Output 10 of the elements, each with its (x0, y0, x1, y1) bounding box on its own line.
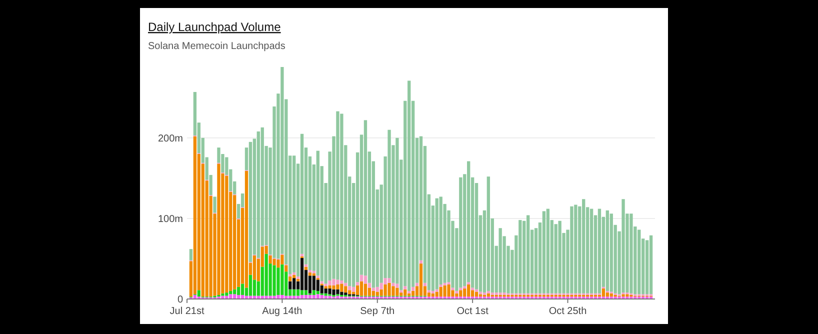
x-tick-label: Jul 21st (170, 306, 204, 317)
chart-subtitle: Solana Memecoin Launchpads (148, 41, 286, 52)
y-tick-label: 100m (158, 214, 183, 225)
x-tick-label: Oct 25th (548, 306, 587, 317)
x-tick-label: Oct 1st (456, 306, 489, 317)
y-tick-label: 0 (177, 294, 184, 306)
chart-title: Daily Launchpad Volume (148, 20, 282, 34)
x-tick-label: Sep 7th (360, 306, 395, 317)
x-tick-label: Aug 14th (262, 306, 302, 317)
y-tick-label: 200m (158, 133, 183, 144)
